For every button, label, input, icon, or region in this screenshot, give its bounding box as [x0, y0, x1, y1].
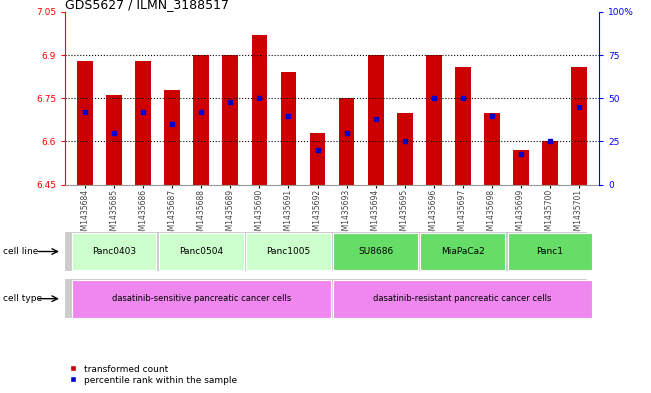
Bar [339, 98, 355, 185]
Bar [251, 35, 268, 185]
Bar [107, 95, 122, 185]
Text: SU8686: SU8686 [358, 247, 393, 256]
Text: cell line: cell line [3, 247, 38, 256]
Text: cell type: cell type [3, 294, 42, 303]
Text: GDS5627 / ILMN_3188517: GDS5627 / ILMN_3188517 [65, 0, 229, 11]
Bar [508, 233, 592, 270]
Bar [512, 150, 529, 185]
Bar [72, 233, 156, 270]
Text: MiaPaCa2: MiaPaCa2 [441, 247, 484, 256]
Bar [368, 55, 383, 185]
Legend: transformed count, percentile rank within the sample: transformed count, percentile rank withi… [70, 365, 237, 385]
Text: Panc1005: Panc1005 [266, 247, 311, 256]
Bar [165, 90, 180, 185]
Text: dasatinib-sensitive pancreatic cancer cells: dasatinib-sensitive pancreatic cancer ce… [112, 294, 291, 303]
Bar [135, 61, 152, 185]
Bar [454, 66, 471, 185]
Text: dasatinib-resistant pancreatic cancer cells: dasatinib-resistant pancreatic cancer ce… [374, 294, 552, 303]
Bar [159, 233, 243, 270]
Bar [247, 233, 331, 270]
Bar [333, 280, 592, 318]
Bar [421, 233, 505, 270]
Bar [309, 133, 326, 185]
Bar [223, 55, 238, 185]
Bar [77, 61, 93, 185]
Bar [571, 66, 587, 185]
Text: Panc0504: Panc0504 [180, 247, 223, 256]
Bar [72, 280, 331, 318]
Text: Panc0403: Panc0403 [92, 247, 137, 256]
Text: Panc1: Panc1 [536, 247, 563, 256]
Bar [193, 55, 210, 185]
Bar [484, 113, 499, 185]
Bar [542, 141, 557, 185]
Bar [281, 72, 296, 185]
Bar [426, 55, 441, 185]
Bar [396, 113, 413, 185]
Bar [333, 233, 417, 270]
